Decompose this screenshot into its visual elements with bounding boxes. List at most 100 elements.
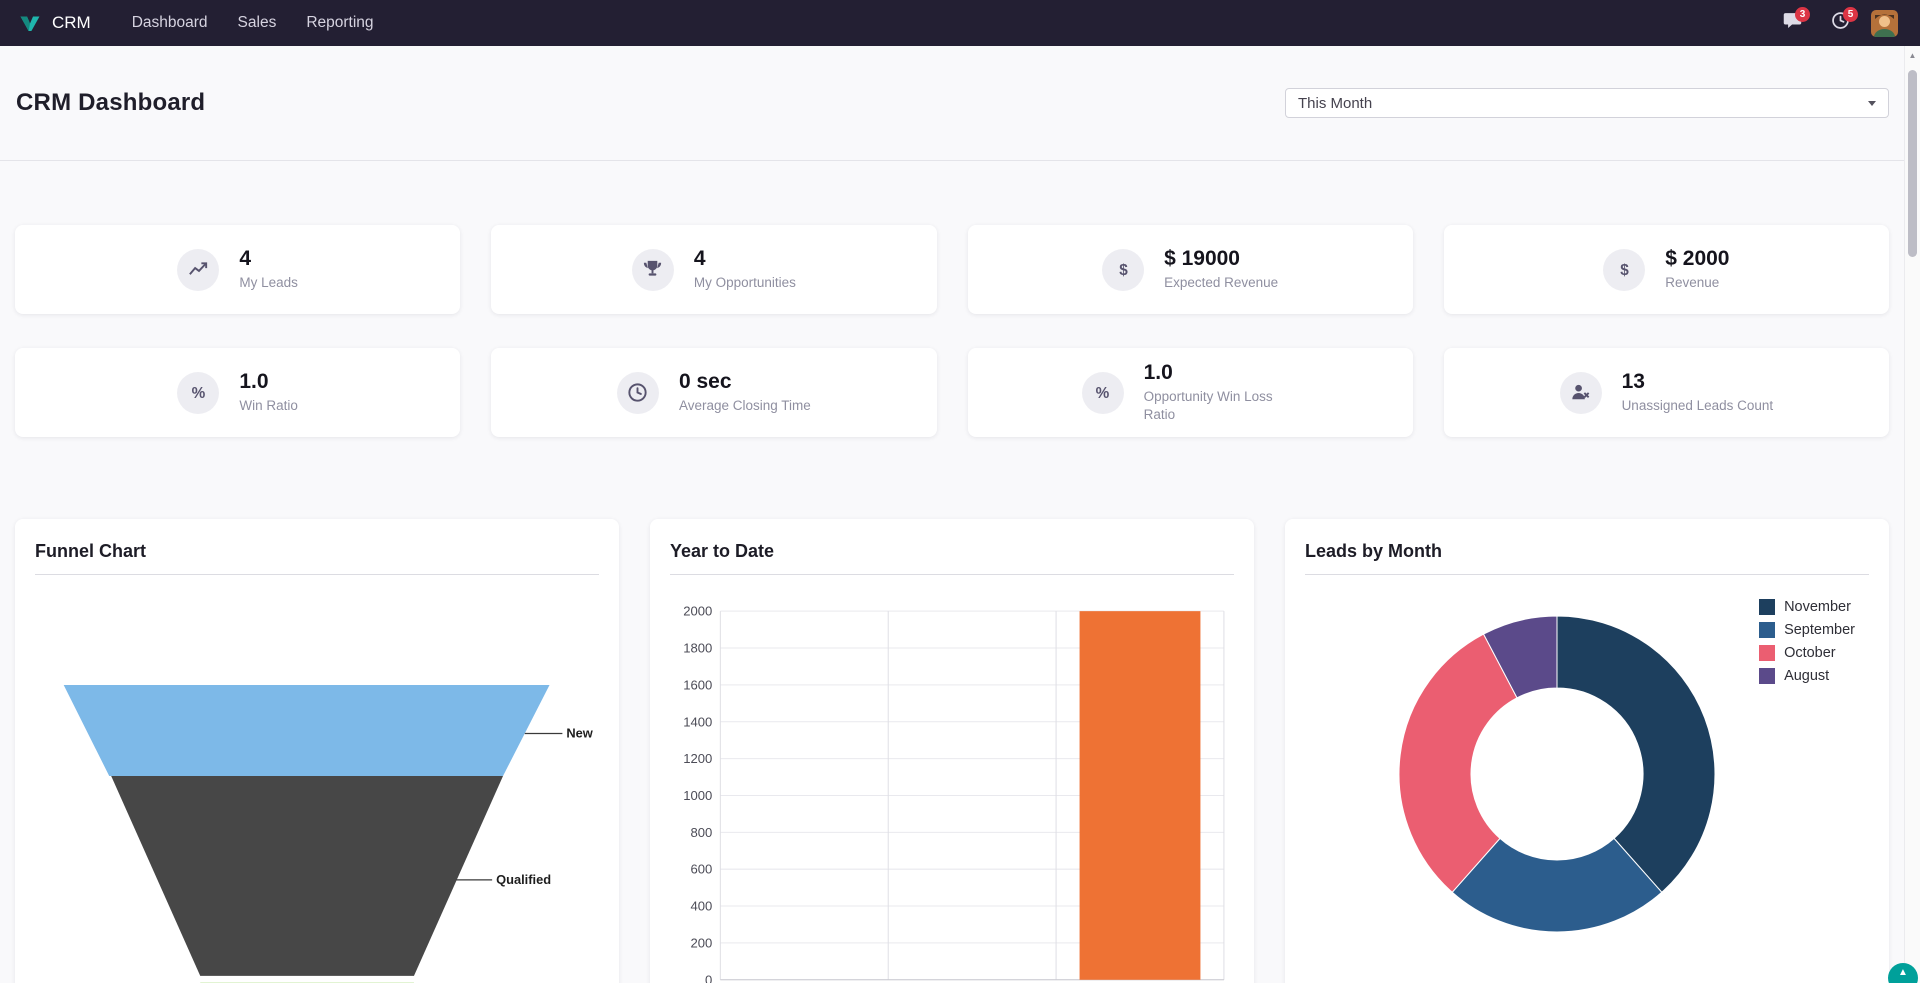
kpi-label: Win Ratio: [239, 398, 298, 414]
messages-badge: 3: [1795, 7, 1810, 22]
scrollbar[interactable]: ▲ ▼: [1904, 46, 1920, 983]
legend-item-september[interactable]: September: [1759, 622, 1855, 638]
user-avatar[interactable]: [1871, 9, 1898, 37]
kpi-label: Average Closing Time: [678, 398, 811, 414]
funnel-stage-qualified[interactable]: [111, 776, 504, 976]
funnel-chart: New Qualified: [63, 684, 594, 983]
kpi-value: 1.0: [1143, 361, 1173, 385]
funnel-stage-new[interactable]: [63, 684, 550, 777]
kpi-label: My Leads: [239, 275, 298, 291]
activities-button[interactable]: 5: [1823, 6, 1858, 40]
svg-text:$: $: [1119, 262, 1128, 279]
kpi-card-unassigned-leads[interactable]: 13 Unassigned Leads Count: [1443, 348, 1889, 437]
app-name[interactable]: CRM: [52, 13, 91, 32]
svg-text:0: 0: [705, 972, 712, 983]
kpi-label: My Opportunities: [693, 275, 796, 291]
legend-swatch: [1759, 645, 1776, 661]
legend-swatch: [1759, 622, 1776, 638]
kpi-value: 4: [693, 247, 706, 271]
kpi-card-expected-revenue[interactable]: $ $ 19000 Expected Revenue: [967, 225, 1413, 314]
svg-text:600: 600: [690, 862, 712, 877]
kpi-value: $ 2000: [1665, 247, 1730, 271]
dashboard-content: CRM Dashboard This Month 4 My Leads: [0, 46, 1904, 983]
app-logo-icon: [18, 11, 42, 35]
svg-text:400: 400: [690, 899, 712, 914]
chart-title: Funnel Chart: [35, 541, 146, 561]
leads-by-month-card: Leads by Month November September October A…: [1285, 519, 1889, 983]
kpi-label: Revenue: [1665, 275, 1720, 291]
card-divider: [1305, 574, 1869, 575]
nav-item-dashboard[interactable]: Dashboard: [131, 14, 208, 31]
donut-slice-august[interactable]: [1482, 615, 1558, 699]
svg-text:2000: 2000: [683, 604, 712, 619]
funnel-chart-card: Funnel Chart New Qualified: [15, 519, 619, 983]
svg-text:%: %: [192, 385, 206, 402]
header-divider: [0, 160, 1904, 161]
scroll-to-top-button[interactable]: ▲: [1888, 963, 1918, 983]
donut-legend: November September October August: [1759, 599, 1855, 684]
trophy-icon: [631, 248, 674, 291]
dollar-icon: $: [1102, 248, 1145, 291]
kpi-value: 13: [1621, 370, 1645, 394]
legend-label: September: [1784, 622, 1855, 638]
clock-icon: [616, 371, 659, 414]
kpi-label: Unassigned Leads Count: [1621, 398, 1774, 414]
nav-item-reporting[interactable]: Reporting: [306, 14, 374, 31]
kpi-card-average-closing-time[interactable]: 0 sec Average Closing Time: [491, 348, 937, 437]
scrollbar-thumb[interactable]: [1908, 70, 1917, 257]
legend-label: October: [1784, 645, 1836, 661]
svg-text:%: %: [1096, 385, 1110, 402]
legend-label: November: [1784, 599, 1851, 615]
legend-item-august[interactable]: August: [1759, 668, 1855, 684]
ytd-bar-chart: 0 200 400 600 800 1000 1200 1400 1600 1800 2000: [683, 604, 1225, 983]
period-filter-value: This Month: [1298, 94, 1373, 112]
page-title: CRM Dashboard: [16, 89, 206, 116]
kpi-card-my-leads[interactable]: 4 My Leads: [15, 225, 461, 314]
card-divider: [670, 574, 1234, 575]
top-navbar: CRM Dashboard Sales Reporting 3 5: [0, 0, 1920, 46]
kpi-label: Expected Revenue: [1164, 275, 1279, 291]
svg-text:1800: 1800: [683, 641, 712, 656]
funnel-label-qualified: Qualified: [496, 872, 551, 887]
percent-icon: %: [1081, 371, 1124, 414]
kpi-card-revenue[interactable]: $ $ 2000 Revenue: [1443, 225, 1889, 314]
nav-item-sales[interactable]: Sales: [237, 14, 277, 31]
chevron-down-icon: [1868, 100, 1876, 106]
svg-text:1400: 1400: [683, 714, 712, 729]
period-filter-select[interactable]: This Month: [1285, 88, 1889, 118]
kpi-value: 1.0: [239, 370, 269, 394]
legend-swatch: [1759, 599, 1776, 615]
legend-item-november[interactable]: November: [1759, 599, 1855, 615]
donut-slice-september[interactable]: [1451, 837, 1663, 933]
kpi-card-my-opportunities[interactable]: 4 My Opportunities: [491, 225, 937, 314]
charts-grid: Funnel Chart New Qualified Year to Date …: [15, 519, 1889, 983]
svg-text:$: $: [1620, 262, 1629, 279]
ytd-chart-card: Year to Date 0 200 400 600 800 1000 1200 1400 16…: [650, 519, 1254, 983]
messages-button[interactable]: 3: [1775, 6, 1810, 40]
card-divider: [35, 574, 599, 575]
activities-badge: 5: [1843, 7, 1858, 22]
dollar-icon: $: [1603, 248, 1646, 291]
legend-swatch: [1759, 668, 1776, 684]
chart-title: Leads by Month: [1305, 541, 1443, 561]
donut-slice-october[interactable]: [1398, 633, 1518, 893]
legend-label: August: [1784, 668, 1830, 684]
kpi-value: 4: [239, 247, 252, 271]
svg-text:800: 800: [690, 825, 712, 840]
percent-icon: %: [177, 371, 220, 414]
donut-slice-november[interactable]: [1556, 615, 1716, 893]
svg-text:1000: 1000: [683, 788, 712, 803]
line-chart-icon: [177, 248, 220, 291]
legend-item-october[interactable]: October: [1759, 645, 1855, 661]
user-remove-icon: [1559, 371, 1602, 414]
main-menu: Dashboard Sales Reporting: [121, 8, 385, 38]
funnel-label-new: New: [566, 725, 593, 740]
kpi-grid: 4 My Leads 4 My Opportunities: [15, 225, 1889, 437]
scrollbar-up-arrow[interactable]: ▲: [1908, 51, 1917, 60]
kpi-card-opportunity-win-loss-ratio[interactable]: % 1.0 Opportunity Win Loss Ratio: [967, 348, 1413, 437]
svg-text:1600: 1600: [683, 677, 712, 692]
kpi-card-win-ratio[interactable]: % 1.0 Win Ratio: [15, 348, 461, 437]
chart-title: Year to Date: [670, 541, 775, 561]
leads-donut-chart: [1398, 615, 1716, 933]
ytd-bar[interactable]: [1079, 611, 1201, 980]
